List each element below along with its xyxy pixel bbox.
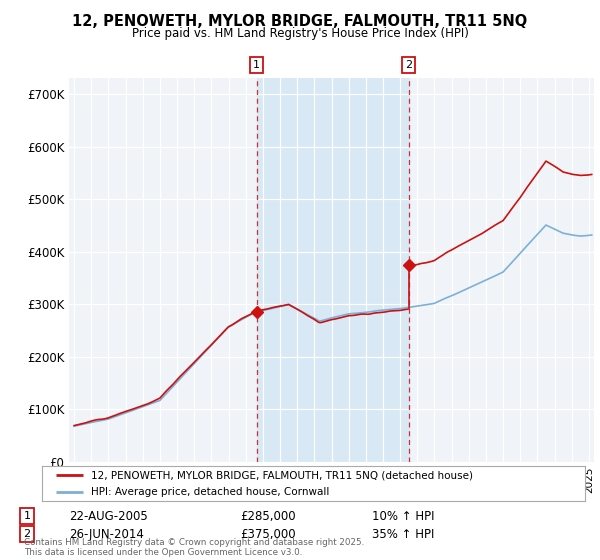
Text: 12, PENOWETH, MYLOR BRIDGE, FALMOUTH, TR11 5NQ: 12, PENOWETH, MYLOR BRIDGE, FALMOUTH, TR… (73, 14, 527, 29)
Text: HPI: Average price, detached house, Cornwall: HPI: Average price, detached house, Corn… (91, 487, 329, 497)
Text: 22-AUG-2005: 22-AUG-2005 (69, 510, 148, 523)
Text: Contains HM Land Registry data © Crown copyright and database right 2025.
This d: Contains HM Land Registry data © Crown c… (24, 538, 364, 557)
Text: 1: 1 (23, 511, 31, 521)
Text: Price paid vs. HM Land Registry's House Price Index (HPI): Price paid vs. HM Land Registry's House … (131, 27, 469, 40)
Text: 1: 1 (253, 60, 260, 70)
Text: 10% ↑ HPI: 10% ↑ HPI (372, 510, 434, 523)
Text: 2: 2 (405, 60, 412, 70)
Text: 12, PENOWETH, MYLOR BRIDGE, FALMOUTH, TR11 5NQ (detached house): 12, PENOWETH, MYLOR BRIDGE, FALMOUTH, TR… (91, 470, 473, 480)
Text: 2: 2 (23, 529, 31, 539)
Text: £375,000: £375,000 (240, 528, 296, 541)
Bar (257, 78, 409, 462)
Text: £285,000: £285,000 (240, 510, 296, 523)
Text: 35% ↑ HPI: 35% ↑ HPI (372, 528, 434, 541)
Text: 26-JUN-2014: 26-JUN-2014 (69, 528, 144, 541)
